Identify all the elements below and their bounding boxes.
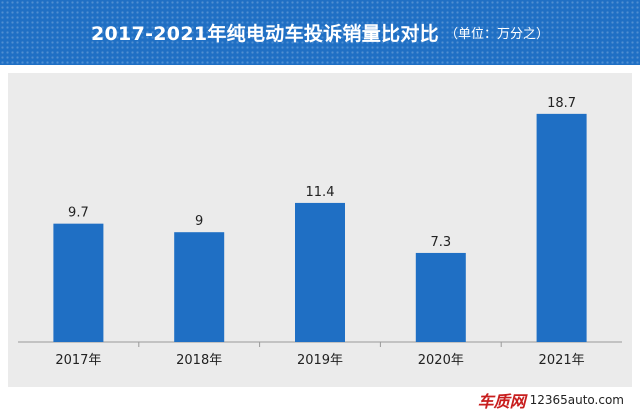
title-row: 2017-2021年纯电动车投诉销量比对比 （单位：万分之） xyxy=(0,0,640,65)
bar-1 xyxy=(53,223,104,342)
data-label-2: 9 xyxy=(195,214,203,229)
watermark-site: 12365auto.com xyxy=(529,393,624,407)
bar-2 xyxy=(174,232,225,342)
watermark-logo: 车质网 xyxy=(477,392,526,411)
data-label-5: 18.7 xyxy=(547,96,576,111)
x-tick-label-3: 2019年 xyxy=(297,353,343,368)
watermark: 车质网 12365auto.com xyxy=(478,388,624,412)
chart-title: 2017-2021年纯电动车投诉销量比对比 xyxy=(91,23,439,45)
x-tick-label-4: 2020年 xyxy=(418,353,464,368)
data-label-3: 11.4 xyxy=(306,185,335,200)
chart-unit-label: （单位：万分之） xyxy=(444,27,549,42)
title-banner: 2017-2021年纯电动车投诉销量比对比 （单位：万分之） xyxy=(0,0,640,65)
x-tick-label-1: 2017年 xyxy=(55,353,101,368)
data-label-1: 9.7 xyxy=(68,206,89,221)
data-label-4: 7.3 xyxy=(430,235,451,250)
x-tick-label-2: 2018年 xyxy=(176,353,222,368)
bar-3 xyxy=(295,202,345,342)
bar-5 xyxy=(536,113,587,342)
x-tick-label-5: 2021年 xyxy=(539,353,585,368)
bar-4 xyxy=(415,252,466,342)
